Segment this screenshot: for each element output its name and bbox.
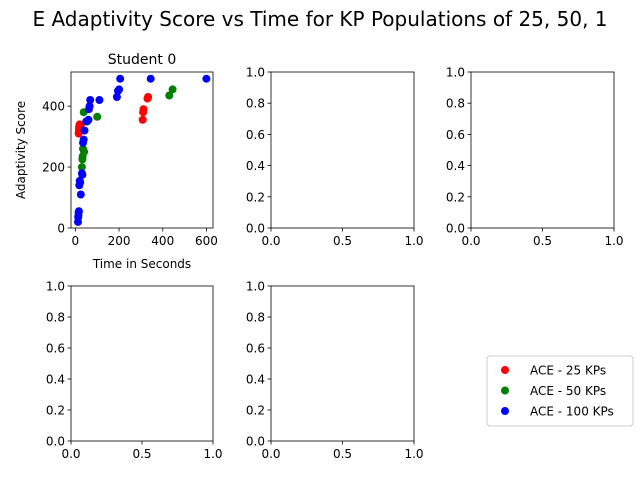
scatter-point-series1-9 xyxy=(168,85,177,94)
subplot-2: 0.0 0.5 1.0 0.0 0.2 0.4 0.6 0.8 1.0 xyxy=(446,66,624,249)
scatter-point-series2-17 xyxy=(85,102,94,111)
y-tick-label-4-3: 0.6 xyxy=(246,342,265,356)
y-tick-label-3-4: 0.8 xyxy=(46,311,65,325)
scatter-point-series2-24 xyxy=(146,74,155,83)
subplot-0: 0 200 400 600 0 200 400 Student 0 Time in Second… xyxy=(14,52,218,271)
y-tick-label-4-0: 0.0 xyxy=(246,435,265,449)
scatter-point-series2-19 xyxy=(95,96,104,104)
subplot-4: 0.0 0.5 1.0 0.0 0.2 0.4 0.6 0.8 1.0 xyxy=(246,280,424,462)
subplot-title-0: Student 0 xyxy=(108,52,176,68)
x-tick-label-1-2: 1.0 xyxy=(404,234,423,248)
y-tick-label-1-4: 0.8 xyxy=(246,97,265,111)
scatter-point-series1-7 xyxy=(93,112,102,121)
legend: ACE - 25 KPs ACE - 50 KPs ACE - 100 KPs xyxy=(486,355,634,427)
y-tick-label-0-0: 0 xyxy=(57,222,65,236)
scatter-point-series0-7 xyxy=(138,115,147,124)
y-tick-label-3-1: 0.2 xyxy=(46,404,65,418)
x-tick-label-4-0: 0.0 xyxy=(261,447,280,461)
legend-marker-0 xyxy=(501,366,509,374)
axes-frame-3 xyxy=(70,285,214,442)
y-tick-label-2-4: 0.8 xyxy=(446,97,465,111)
y-tick-label-2-5: 1.0 xyxy=(446,66,465,80)
y-tick-label-3-5: 1.0 xyxy=(46,280,65,294)
x-tick-label-0-1: 200 xyxy=(108,234,131,248)
x-tick-label-0-0: 0 xyxy=(72,234,80,248)
y-tick-label-4-2: 0.4 xyxy=(246,373,265,387)
x-tick-label-3-1: 0.5 xyxy=(132,447,151,461)
x-axis-label-0: Time in Seconds xyxy=(92,257,191,271)
x-tick-label-0-2: 400 xyxy=(151,234,174,248)
y-tick-label-2-3: 0.6 xyxy=(446,128,465,142)
legend-label-2: ACE - 100 KPs xyxy=(530,405,614,419)
scatter-point-series2-13 xyxy=(80,126,89,135)
axes-frame-1 xyxy=(270,71,415,229)
y-tick-label-3-3: 0.6 xyxy=(46,342,65,356)
scatter-point-series2-12 xyxy=(79,135,88,144)
scatter-point-series2-23 xyxy=(116,74,125,83)
y-tick-label-3-2: 0.4 xyxy=(46,373,65,387)
scatter-point-series2-10 xyxy=(78,170,87,179)
scatter-point-series1-5 xyxy=(80,147,89,156)
scatter-point-series2-20 xyxy=(112,93,121,101)
scatter-point-series2-8 xyxy=(76,190,85,199)
legend-frame xyxy=(486,355,634,427)
axes-frame-2 xyxy=(470,71,615,229)
scatter-point-series2-4 xyxy=(74,207,83,216)
x-tick-label-3-2: 1.0 xyxy=(203,447,222,461)
legend-marker-2 xyxy=(501,407,509,415)
figure-suptitle: E Adaptivity Score vs Time for KP Popula… xyxy=(32,7,607,31)
x-tick-label-4-2: 1.0 xyxy=(404,447,423,461)
x-tick-label-3-0: 0.0 xyxy=(61,447,80,461)
scatter-point-series2-25 xyxy=(202,74,211,83)
y-tick-label-2-1: 0.2 xyxy=(446,190,465,204)
y-tick-label-1-5: 1.0 xyxy=(246,66,265,80)
scatter-point-series1-8 xyxy=(165,91,174,100)
x-tick-label-2-1: 0.5 xyxy=(533,234,552,248)
legend-label-1: ACE - 50 KPs xyxy=(530,384,606,398)
subplot-3: 0.0 0.5 1.0 0.0 0.2 0.4 0.6 0.8 1.0 xyxy=(46,280,223,462)
y-tick-label-1-2: 0.4 xyxy=(246,159,265,173)
y-tick-label-1-3: 0.6 xyxy=(246,128,265,142)
x-tick-label-2-2: 1.0 xyxy=(604,234,623,248)
x-tick-label-0-3: 600 xyxy=(195,234,218,248)
scatter-point-series1-0 xyxy=(77,163,86,172)
y-tick-label-3-0: 0.0 xyxy=(46,435,65,449)
y-tick-label-1-1: 0.2 xyxy=(246,190,265,204)
x-tick-label-2-0: 0.0 xyxy=(461,234,480,248)
y-axis-label-0: Adaptivity Score xyxy=(14,101,28,199)
legend-marker-1 xyxy=(501,386,509,395)
axes-frame-0 xyxy=(70,71,214,229)
y-tick-label-2-2: 0.4 xyxy=(446,159,465,173)
axes-frame-4 xyxy=(270,285,415,442)
legend-label-0: ACE - 25 KPs xyxy=(530,364,606,378)
scatter-point-series2-18 xyxy=(86,96,95,104)
x-tick-label-4-1: 0.5 xyxy=(333,447,352,461)
scatter-point-series2-7 xyxy=(76,178,85,187)
y-tick-label-1-0: 0.0 xyxy=(246,222,265,236)
scatter-point-series2-22 xyxy=(115,85,124,94)
y-tick-label-4-4: 0.8 xyxy=(246,311,265,325)
scatter-point-series0-11 xyxy=(144,93,153,101)
x-tick-label-1-0: 0.0 xyxy=(261,234,280,248)
subplot-1: 0.0 0.5 1.0 0.0 0.2 0.4 0.6 0.8 1.0 xyxy=(246,66,424,249)
y-tick-label-4-1: 0.2 xyxy=(246,404,265,418)
x-tick-label-1-1: 0.5 xyxy=(333,234,352,248)
y-tick-label-0-1: 200 xyxy=(42,161,65,175)
subplot-grid: 0 200 400 600 0 200 400 Student 0 Time in Second… xyxy=(14,52,624,461)
scatter-point-series0-9 xyxy=(139,105,148,114)
y-tick-label-4-5: 1.0 xyxy=(246,280,265,294)
y-tick-label-2-0: 0.0 xyxy=(446,222,465,236)
y-tick-label-0-2: 400 xyxy=(42,100,65,114)
scatter-point-series2-15 xyxy=(84,115,93,124)
